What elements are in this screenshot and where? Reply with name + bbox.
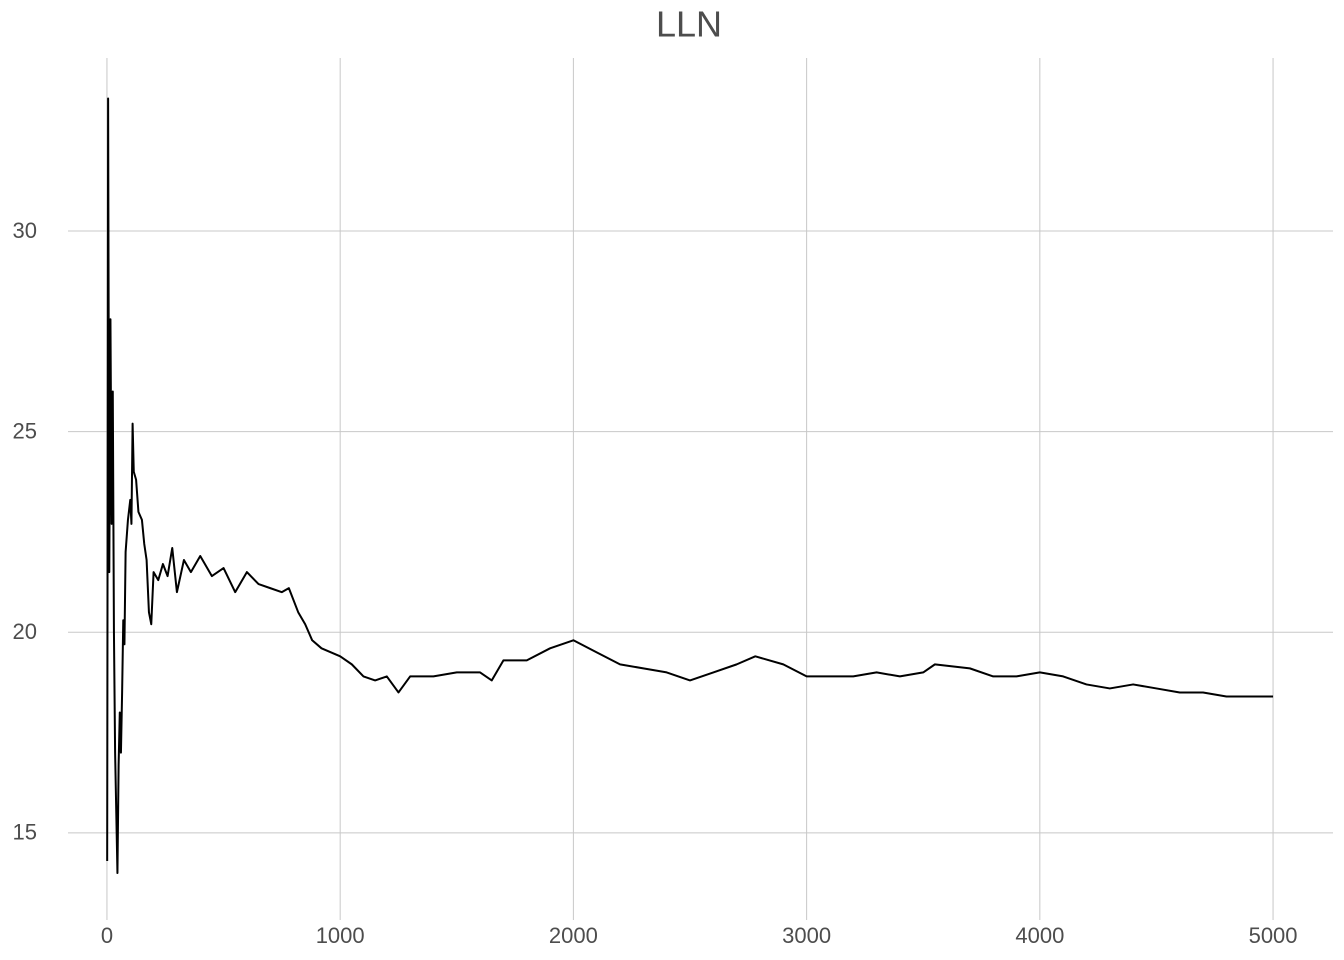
x-tick-label: 5000 [1249, 923, 1298, 948]
x-tick-label: 2000 [549, 923, 598, 948]
y-tick-label: 25 [13, 418, 37, 443]
x-tick-label: 3000 [782, 923, 831, 948]
x-tick-label: 4000 [1015, 923, 1064, 948]
y-tick-label: 30 [13, 218, 37, 243]
y-tick-label: 20 [13, 619, 37, 644]
y-tick-label: 15 [13, 820, 37, 845]
x-tick-label: 0 [101, 923, 113, 948]
x-tick-label: 1000 [316, 923, 365, 948]
data-line [106, 97, 1274, 875]
chart-title: LLN [656, 4, 722, 45]
